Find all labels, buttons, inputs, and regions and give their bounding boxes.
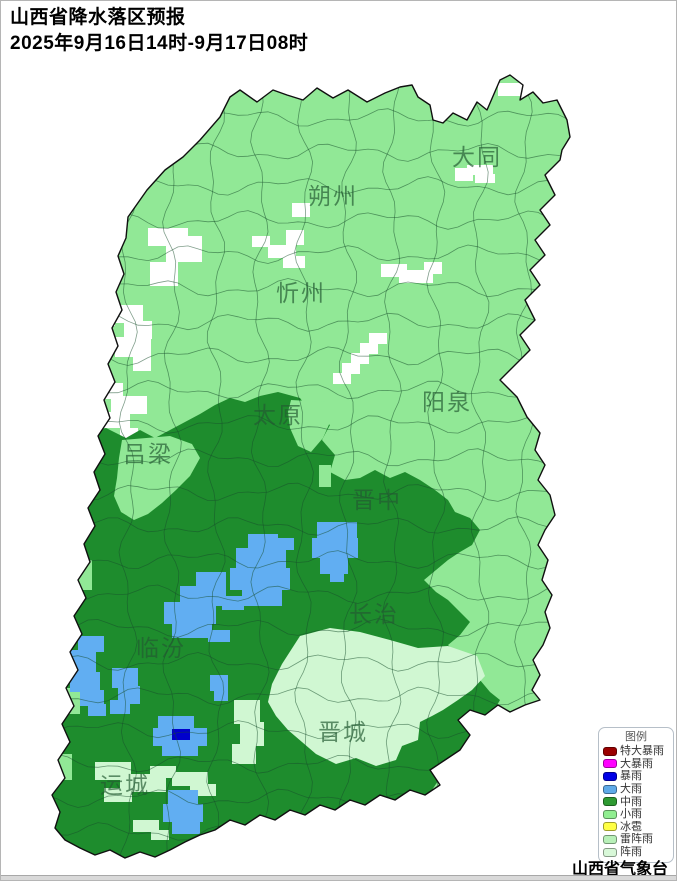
legend-items: 特大暴雨 大暴雨 暴雨 大雨 中雨 小雨 冰雹 雷阵雨 阵雨	[603, 745, 669, 858]
county-boundary-line	[294, 75, 314, 858]
city-label-朔州: 朔州	[308, 183, 358, 209]
legend-row: 中雨	[603, 795, 669, 808]
legend-row: 小雨	[603, 808, 669, 821]
legend-row: 雷阵雨	[603, 833, 669, 846]
city-label-太原: 太原	[253, 402, 303, 428]
bottom-bar	[0, 875, 677, 881]
county-boundary-line	[52, 516, 570, 536]
county-boundary-line	[52, 618, 570, 638]
county-boundary-line	[52, 550, 570, 570]
legend-color-swatch	[603, 847, 617, 857]
legend-color-swatch	[603, 759, 617, 769]
city-label-阳泉: 阳泉	[422, 389, 472, 415]
legend-label: 小雨	[620, 808, 642, 821]
city-label-忻州: 忻州	[276, 280, 326, 306]
legend-color-swatch	[603, 784, 617, 794]
county-boundary-line	[338, 75, 358, 858]
city-label-运城: 运城	[100, 772, 150, 798]
zone-showers	[95, 628, 485, 840]
legend-color-swatch	[603, 797, 617, 807]
province-border	[51, 74, 571, 859]
map-title: 山西省降水落区预报	[10, 7, 186, 28]
county-boundary-line	[426, 75, 446, 858]
legend-title: 图例	[625, 731, 647, 743]
legend-color-swatch	[603, 771, 617, 781]
legend-row: 阵雨	[603, 846, 669, 859]
legend-color-swatch	[603, 746, 617, 756]
legend-label: 雷阵雨	[620, 833, 653, 846]
legend-label: 暴雨	[620, 770, 642, 783]
city-label-临汾: 临汾	[136, 635, 186, 661]
legend-row: 特大暴雨	[603, 745, 669, 758]
legend-row: 冰雹	[603, 821, 669, 834]
legend-color-swatch	[603, 822, 617, 832]
city-label-大同: 大同	[452, 144, 502, 170]
legend-label: 中雨	[620, 795, 642, 808]
county-boundary-line	[206, 75, 226, 858]
county-boundary-line	[52, 482, 570, 502]
map-forecast-period: 2025年9月16日14时-9月17日08时	[10, 33, 309, 54]
legend-label: 大雨	[620, 783, 642, 796]
legend-label: 特大暴雨	[620, 745, 664, 758]
county-boundary-line	[250, 75, 270, 858]
map-title-block: 山西省降水落区预报 2025年9月16日14时-9月17日08时	[10, 5, 308, 57]
city-label-长治: 长治	[349, 601, 399, 627]
legend-row: 大暴雨	[603, 758, 669, 771]
city-label-晋城: 晋城	[318, 719, 368, 745]
attribution: 山西省气象台	[571, 861, 668, 878]
legend-row: 大雨	[603, 783, 669, 796]
legend-label: 大暴雨	[620, 757, 653, 770]
zone-storm-spot	[172, 729, 190, 740]
city-label-晋中: 晋中	[352, 487, 402, 513]
legend-label: 阵雨	[620, 846, 642, 859]
county-boundary-line	[382, 75, 402, 858]
city-label-吕梁: 吕梁	[123, 441, 173, 467]
legend-row: 暴雨	[603, 770, 669, 783]
county-boundary-line	[52, 584, 570, 604]
legend-color-swatch	[603, 809, 617, 819]
legend-color-swatch	[603, 834, 617, 844]
legend-box: 图例 特大暴雨 大暴雨 暴雨 大雨 中雨 小雨 冰雹 雷阵雨 阵雨	[598, 727, 674, 864]
legend-label: 冰雹	[620, 820, 642, 833]
county-boundary-line	[162, 75, 182, 858]
